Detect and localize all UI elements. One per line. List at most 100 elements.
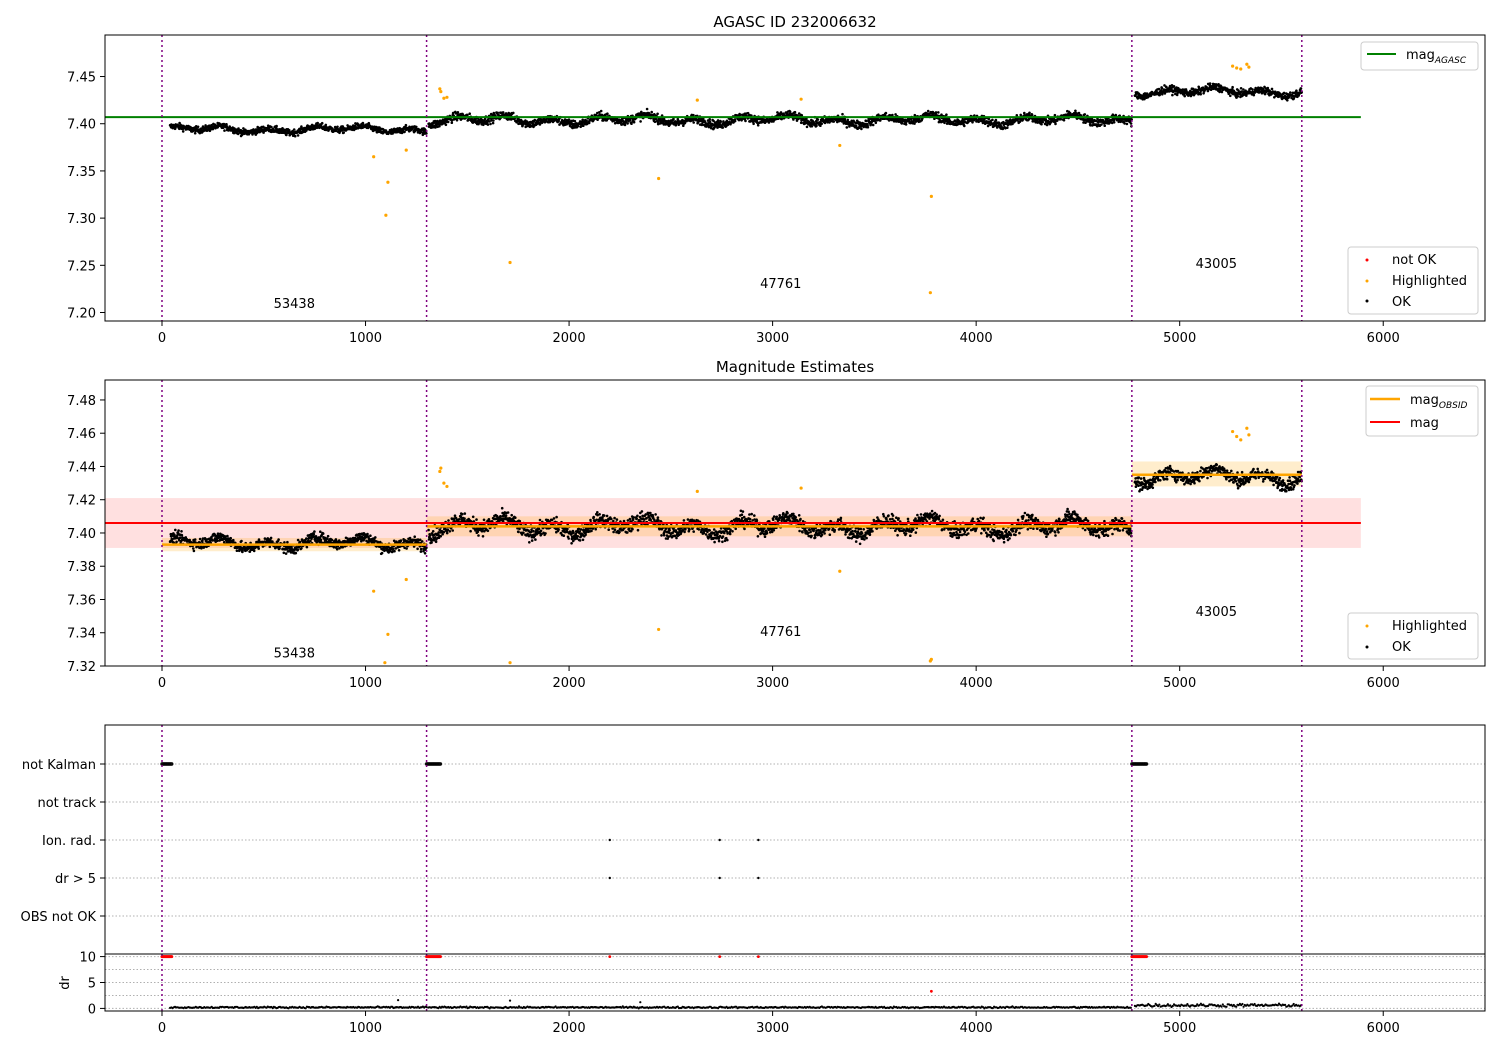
ok-point xyxy=(316,121,320,125)
ok-point xyxy=(582,124,585,127)
ok-point xyxy=(335,547,339,551)
ok-point xyxy=(420,540,424,543)
ok-point xyxy=(275,124,278,128)
ok-point xyxy=(501,111,505,114)
ok-point xyxy=(913,113,917,117)
ok-point xyxy=(1030,113,1034,117)
ok-point xyxy=(943,121,946,125)
ok-point xyxy=(674,123,678,127)
ok-point xyxy=(278,547,281,550)
ok-point xyxy=(756,124,760,127)
ok-point xyxy=(942,119,945,122)
ok-point xyxy=(567,537,570,540)
ok-point xyxy=(565,123,568,126)
agasc-magnitude-panel: AGASC ID 232006632 5343847761430057.207.… xyxy=(67,13,1486,346)
ok-point xyxy=(423,552,427,555)
ok-point xyxy=(598,513,601,516)
ok-point xyxy=(415,125,418,129)
agasc-legend-upper: magAGASC xyxy=(1360,41,1479,71)
highlighted-point xyxy=(799,97,803,101)
ok-point xyxy=(446,120,450,124)
x-tick-label: 5000 xyxy=(1163,331,1196,346)
ok-point xyxy=(284,552,288,555)
x-tick-label: 6000 xyxy=(1367,331,1400,346)
ok-point xyxy=(481,535,485,538)
ok-point xyxy=(175,540,178,544)
ok-point xyxy=(612,530,615,534)
plot-content xyxy=(105,426,1361,665)
ok-point xyxy=(447,519,450,522)
ok-point xyxy=(612,519,615,523)
ok-point xyxy=(445,531,449,535)
ok-point xyxy=(1129,122,1133,125)
ok-point xyxy=(326,534,330,538)
ok-point xyxy=(1252,93,1256,97)
obsid-label: 47761 xyxy=(760,277,801,292)
ok-point xyxy=(455,118,459,122)
ok-point xyxy=(334,538,338,541)
ok-point xyxy=(994,118,998,122)
ok-point xyxy=(529,530,533,534)
ok-point xyxy=(487,518,491,521)
ok-point xyxy=(469,529,472,533)
ok-point xyxy=(413,535,417,538)
ok-point xyxy=(733,119,737,123)
ok-point xyxy=(623,123,627,127)
highlighted-point xyxy=(445,95,449,99)
ok-point xyxy=(579,125,582,129)
ok-point xyxy=(718,122,722,126)
ok-point xyxy=(891,113,894,117)
ok-point xyxy=(800,114,804,117)
ok-point xyxy=(216,532,220,535)
x-tick-label: 3000 xyxy=(756,331,789,346)
ok-point xyxy=(991,118,994,122)
ok-point xyxy=(450,121,454,124)
ok-point xyxy=(512,111,515,115)
ok-point xyxy=(721,126,724,129)
ok-point xyxy=(626,122,629,125)
ok-point xyxy=(180,530,183,533)
ok-point xyxy=(1041,120,1045,124)
ok-point xyxy=(416,547,419,551)
ok-point xyxy=(486,529,490,533)
magnitude-estimates-panel: Magnitude Estimates 5343847761430057.327… xyxy=(67,358,1486,691)
ok-point xyxy=(312,532,316,536)
ok-point xyxy=(1231,85,1234,89)
ok-point xyxy=(510,513,513,517)
ok-point xyxy=(1229,94,1232,98)
ok-point xyxy=(1239,87,1243,90)
ok-point xyxy=(340,129,344,132)
ok-point xyxy=(598,111,601,114)
ok-point xyxy=(636,514,639,518)
ok-point xyxy=(645,107,649,111)
ok-point xyxy=(288,129,291,132)
ok-point xyxy=(871,123,875,127)
ok-point xyxy=(427,528,430,532)
ok-point xyxy=(884,111,888,115)
ok-point xyxy=(434,540,438,544)
ok-point xyxy=(1282,91,1286,95)
ok-point xyxy=(537,527,541,531)
ok-point xyxy=(296,548,300,552)
ok-point xyxy=(300,547,303,550)
ok-point xyxy=(499,515,502,518)
ok-point xyxy=(431,530,435,533)
ok-point xyxy=(618,530,621,534)
ok-point xyxy=(977,120,980,124)
ok-point xyxy=(419,547,423,551)
ok-point xyxy=(269,536,273,540)
x-tick-label: 1000 xyxy=(349,331,382,346)
ok-point xyxy=(319,530,322,533)
ok-point xyxy=(845,126,849,129)
plot-content xyxy=(105,62,1361,295)
ok-point xyxy=(305,129,308,132)
x-tick-label: 4000 xyxy=(960,331,993,346)
ok-point xyxy=(605,514,609,518)
ok-point xyxy=(601,516,604,519)
highlighted-point xyxy=(695,98,699,102)
ok-point xyxy=(529,533,532,537)
agasc-panel-title: AGASC ID 232006632 xyxy=(713,13,876,31)
ok-point xyxy=(336,125,339,129)
ok-point xyxy=(459,118,463,121)
ok-point xyxy=(240,539,243,543)
